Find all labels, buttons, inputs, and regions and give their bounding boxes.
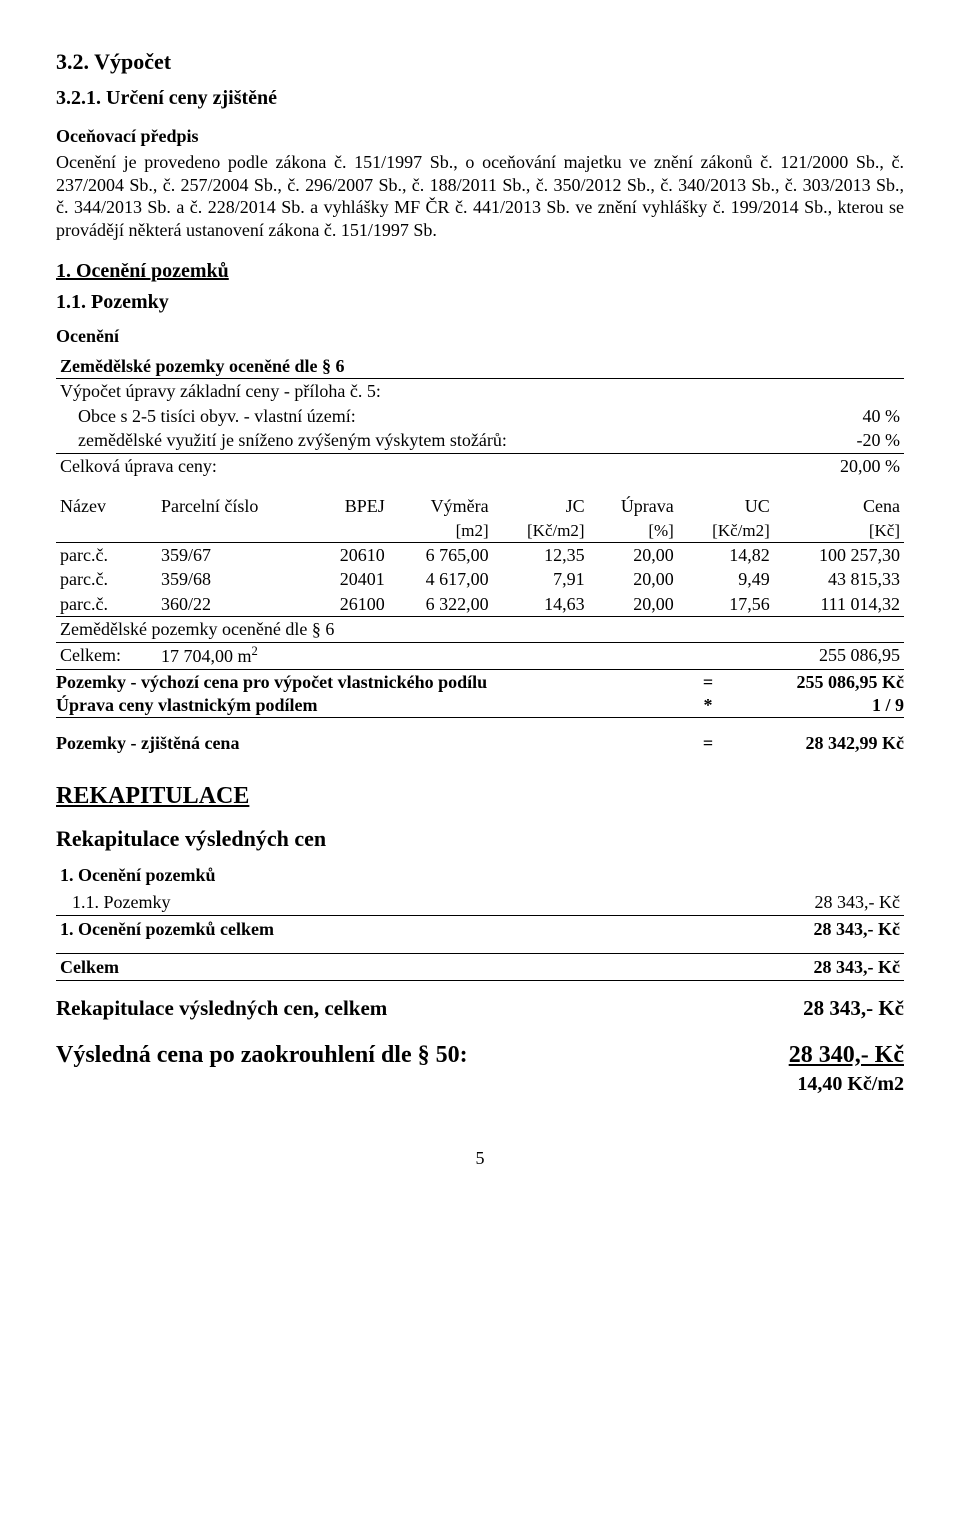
uprava-podil-val: 1 / 9 [724,694,904,717]
celkem-area: 17 704,00 m2 [157,642,493,668]
th-bpej: BPEJ [311,494,389,519]
zjistena-label: Pozemky - zjištěná cena [56,732,692,755]
final-subvalue: 14,40 Kč/m2 [56,1072,904,1097]
vychozi-op: = [692,671,724,694]
final-label: Výsledná cena po zaokrouhlení dle § 50: [56,1040,789,1070]
adjustment-value: 40 % [786,404,904,429]
vypocet-upravy-label: Výpočet úpravy základní ceny - příloha č… [56,379,904,404]
th-parcelni: Parcelní číslo [157,494,311,519]
th-uc: UC [678,494,774,519]
rekap-r1c-val: 28 343,- Kč [651,916,904,943]
final-row: Výsledná cena po zaokrouhlení dle § 50: … [56,1040,904,1070]
celkova-uprava-value: 20,00 % [786,453,904,478]
rekap-r11-val: 28 343,- Kč [651,889,904,916]
parcels-table: Název Parcelní číslo BPEJ Výměra JC Úpra… [56,494,904,668]
rekap-celkem-val: 28 343,- Kč [651,953,904,981]
th-vymera: Výměra [389,494,493,519]
oceneni-pozemku-title: 1. Ocenění pozemků [56,259,904,284]
section-heading: 3.2. Výpočet [56,48,904,76]
rekapitulace-subtitle: Rekapitulace výsledných cen [56,825,904,853]
vychozi-val: 255 086,95 Kč [724,671,904,694]
table-row: parc.č. 360/22 26100 6 322,00 14,63 20,0… [56,592,904,617]
pozemky-title: 1.1. Pozemky [56,290,904,315]
th-nazev: Název [56,494,157,519]
rekap-r1c-label: 1. Ocenění pozemků celkem [56,916,651,943]
adjustment-label: zemědělské využití je sníženo zvýšeným v… [56,428,786,453]
adjustment-label: Obce s 2-5 tisíci obyv. - vlastní území: [56,404,786,429]
th-unit: [m2] [389,519,493,543]
rekap-total-row: Rekapitulace výsledných cen, celkem 28 3… [56,995,904,1021]
zjistena-row: Pozemky - zjištěná cena = 28 342,99 Kč [56,732,904,755]
uprava-podil-label: Úprava ceny vlastnickým podílem [56,694,692,717]
zem-dle6-repeat: Zemědělské pozemky oceněné dle § 6 [56,617,904,643]
page-number: 5 [56,1147,904,1170]
rekap-table: 1. Ocenění pozemků 1.1. Pozemky 28 343,-… [56,862,904,981]
table-row: parc.č. 359/68 20401 4 617,00 7,91 20,00… [56,567,904,592]
subsection-heading: 3.2.1. Určení ceny zjištěné [56,86,904,111]
final-value: 28 340,- Kč [789,1040,904,1070]
uprava-podil-op: * [692,694,724,717]
uprava-podil-row: Úprava ceny vlastnickým podílem * 1 / 9 [56,694,904,717]
adjustment-value: -20 % [786,428,904,453]
zjistena-op: = [692,732,724,755]
celkem-value: 255 086,95 [493,642,904,668]
celkova-uprava-label: Celková úprava ceny: [56,453,786,478]
rekap-celkem-label: Celkem [56,953,651,981]
th-unit: [Kč/m2] [493,519,589,543]
rekap-r1-label: 1. Ocenění pozemků [56,862,651,889]
zjistena-val: 28 342,99 Kč [724,732,904,755]
th-unit: [%] [589,519,678,543]
th-cena: Cena [774,494,904,519]
zem-dle6-label: Zemědělské pozemky oceněné dle § 6 [56,354,904,379]
celkem-label: Celkem: [56,642,157,668]
th-jc: JC [493,494,589,519]
rekap-total-val: 28 343,- Kč [724,995,904,1021]
table-row: parc.č. 359/67 20610 6 765,00 12,35 20,0… [56,542,904,567]
rekap-total-label: Rekapitulace výsledných cen, celkem [56,995,724,1021]
vychozi-row: Pozemky - výchozí cena pro výpočet vlast… [56,671,904,694]
th-unit: [Kč] [774,519,904,543]
th-uprava: Úprava [589,494,678,519]
predpis-label: Oceňovací předpis [56,125,904,148]
vychozi-label: Pozemky - výchozí cena pro výpočet vlast… [56,671,692,694]
rekapitulace-title: REKAPITULACE [56,781,904,811]
th-unit: [Kč/m2] [678,519,774,543]
oceneni-label: Ocenění [56,325,904,348]
predpis-text: Ocenění je provedeno podle zákona č. 151… [56,151,904,241]
rekap-r11-label: 1.1. Pozemky [56,889,651,916]
adjustments-block: Zemědělské pozemky oceněné dle § 6 Výpoč… [56,354,904,479]
